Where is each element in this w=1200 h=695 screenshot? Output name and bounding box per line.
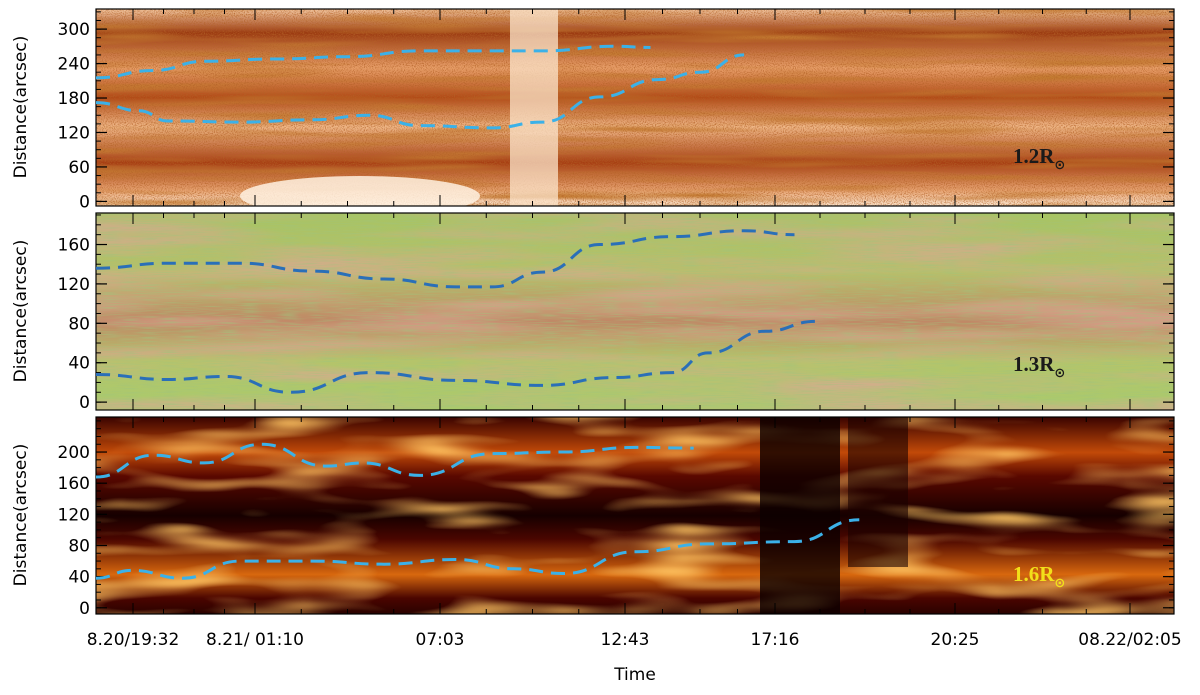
panel-1-ticks: 0 60 120 180 240 300 (58, 9, 1174, 212)
panel-1-contours (95, 44, 745, 130)
data-gap (510, 9, 558, 206)
y-tick-label: 0 (79, 599, 90, 619)
x-tick-label: 17:16 (751, 630, 800, 650)
panel-1-image (96, 9, 1174, 206)
x-tick-label: 12:43 (601, 630, 650, 650)
panel-2-image (96, 213, 1174, 410)
boundary-contour-1 (95, 229, 795, 289)
panel-3-ylabel: Distance(arcsec) (11, 444, 31, 587)
boundary-contour-2 (95, 518, 860, 580)
y-tick-label: 60 (68, 158, 90, 178)
y-tick-label: 120 (58, 275, 90, 295)
panel-2-annotation: 1.3R⊙ (1013, 352, 1065, 381)
x-axis-title: Time (613, 665, 656, 685)
panel-1-annotation: 1.2R⊙ (1013, 144, 1065, 173)
y-tick-label: 120 (58, 505, 90, 525)
panel-3-ticks: 0 40 80 120 160 200 (58, 417, 1174, 619)
panel-1: 0 60 120 180 240 300 Distance(arcsec) 1.2R⊙ (11, 8, 1175, 212)
x-tick-label: 20:25 (931, 630, 980, 650)
boundary-contour-1 (95, 44, 651, 80)
panel-1-ylabel: Distance(arcsec) (11, 36, 31, 179)
y-tick-label: 160 (58, 474, 90, 494)
panel-2: 0 40 80 120 160 Distance(arcsec) 1.3R⊙ (11, 212, 1175, 413)
x-tick-label: 8.21/ 01:10 (206, 630, 304, 650)
x-tick-labels: 8.20/19:32 8.21/ 01:10 07:03 12:43 17:16 20:2… (87, 630, 1182, 650)
y-tick-label: 40 (68, 354, 90, 374)
panel-2-ylabel: Distance(arcsec) (11, 240, 31, 383)
y-tick-label: 180 (58, 89, 90, 109)
panel-3-frame (95, 416, 1175, 615)
y-tick-label: 300 (58, 20, 90, 40)
panel-1-frame (95, 8, 1175, 207)
y-tick-label: 0 (79, 192, 90, 212)
panel-3-annotation: 1.6R⊙ (1013, 562, 1065, 591)
panel-3: 0 40 80 120 160 200 Distance(arcsec) 1.6R⊙ (11, 416, 1175, 619)
y-tick-label: 120 (58, 123, 90, 143)
x-tick-label: 8.20/19:32 (87, 630, 180, 650)
x-tick-label: 08.22/02:05 (1078, 630, 1181, 650)
panel-2-ticks: 0 40 80 120 160 (58, 213, 1174, 413)
y-tick-label: 80 (68, 536, 90, 556)
y-tick-label: 240 (58, 55, 90, 75)
panel-2-contours (95, 229, 817, 394)
y-tick-label: 160 (58, 236, 90, 256)
panel-3-contours (95, 442, 860, 580)
boundary-contour-2 (95, 53, 745, 130)
x-tick-label: 07:03 (416, 630, 465, 650)
panel-3-image (96, 417, 1174, 614)
y-tick-label: 80 (68, 314, 90, 334)
y-tick-label: 0 (79, 393, 90, 413)
panel-2-frame (95, 212, 1175, 411)
y-tick-label: 200 (58, 443, 90, 463)
boundary-contour-2 (95, 319, 817, 394)
boundary-contour-1 (95, 442, 694, 479)
y-tick-label: 40 (68, 568, 90, 588)
